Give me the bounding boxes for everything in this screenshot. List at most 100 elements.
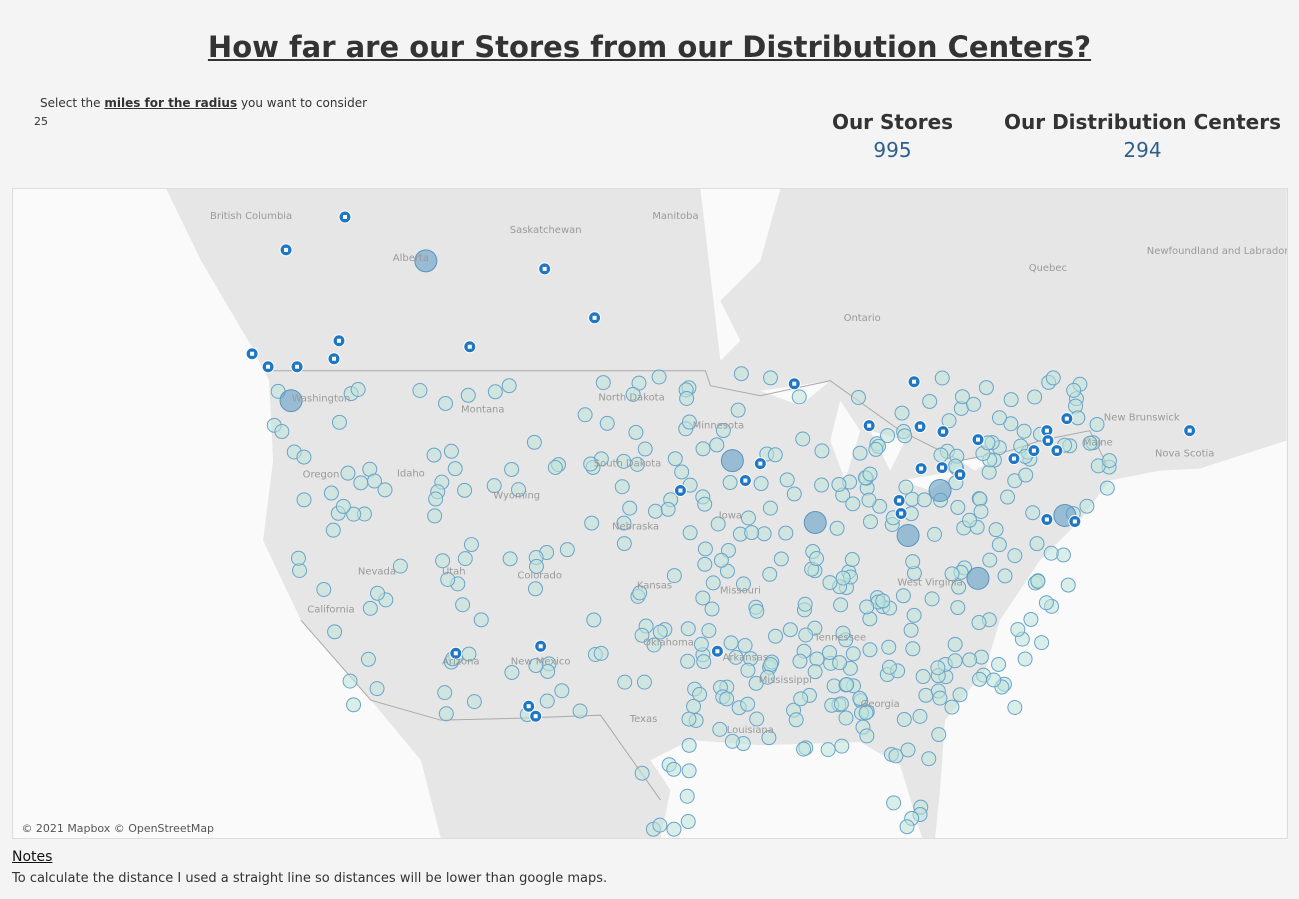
store-radius xyxy=(807,664,823,680)
store-radius xyxy=(782,622,798,638)
store-radius xyxy=(346,697,362,713)
store-radius xyxy=(905,641,921,657)
store-radius xyxy=(740,510,756,526)
store-radius xyxy=(962,652,978,668)
store-radius xyxy=(539,693,555,709)
store-radius xyxy=(833,696,849,712)
store-radius xyxy=(710,516,726,532)
store-radius xyxy=(1018,467,1034,483)
store-radius xyxy=(894,405,910,421)
store-radius xyxy=(316,581,332,597)
store-radius xyxy=(526,434,542,450)
store-radius xyxy=(952,687,968,703)
store-radius xyxy=(814,443,830,459)
region-label: Minnesota xyxy=(693,421,744,432)
region-label: Tennessee xyxy=(813,632,866,643)
dc-glyph xyxy=(533,714,538,719)
dc-glyph xyxy=(542,266,547,271)
store-radius xyxy=(1000,489,1016,505)
store-radius xyxy=(559,542,575,558)
store-radius xyxy=(845,646,861,662)
attribution: © 2021 Mapbox © OpenStreetMap xyxy=(21,822,214,835)
map[interactable]: British Columbia Alberta Saskatchewan Manit… xyxy=(12,188,1288,839)
store-radius xyxy=(455,597,471,613)
store-radius xyxy=(457,551,473,567)
store-radius xyxy=(599,415,615,431)
store-radius xyxy=(681,711,697,727)
store-radius xyxy=(1023,611,1039,627)
store-radius xyxy=(370,585,386,601)
store-radius xyxy=(447,461,463,477)
store-radius xyxy=(833,597,849,613)
store-radius xyxy=(831,476,847,492)
store-radius xyxy=(1034,635,1050,651)
store-cluster xyxy=(803,511,827,534)
parameter-value[interactable]: 25 xyxy=(34,115,48,128)
store-radius xyxy=(335,498,351,514)
dc-glyph xyxy=(940,465,945,470)
store-radius xyxy=(296,492,312,508)
store-radius xyxy=(991,537,1007,553)
store-radius xyxy=(651,369,667,385)
store-radius xyxy=(628,424,644,440)
store-radius xyxy=(924,591,940,607)
store-radius xyxy=(1099,480,1115,496)
store-radius xyxy=(667,451,683,467)
store-radius xyxy=(712,721,728,737)
store-radius xyxy=(487,384,503,400)
store-radius xyxy=(797,596,813,612)
store-radius xyxy=(786,486,802,502)
store-radius xyxy=(1101,453,1117,469)
region-label: Mississippi xyxy=(759,675,812,686)
store-radius xyxy=(881,639,897,655)
store-radius xyxy=(834,738,850,754)
store-radius xyxy=(460,387,476,403)
store-radius xyxy=(778,525,794,541)
store-radius xyxy=(896,711,912,727)
store-radius xyxy=(820,742,836,758)
store-radius xyxy=(749,711,765,727)
store-radius xyxy=(795,431,811,447)
store-radius xyxy=(934,370,950,386)
dc-glyph xyxy=(1011,456,1016,461)
dc-glyph xyxy=(1064,416,1069,421)
prompt-link[interactable]: miles for the radius xyxy=(104,96,238,110)
store-radius xyxy=(346,506,362,522)
region-label: Georgia xyxy=(861,699,900,710)
store-radius xyxy=(527,581,543,597)
region-label: Missouri xyxy=(720,585,761,596)
prompt-text: you want to consider xyxy=(240,96,368,110)
region-label: Utah xyxy=(442,566,466,577)
store-radius xyxy=(636,674,652,690)
store-radius xyxy=(528,558,544,574)
store-radius xyxy=(709,437,725,453)
store-radius xyxy=(1082,435,1098,451)
store-radius xyxy=(762,500,778,516)
store-radius xyxy=(350,382,366,397)
store-radius xyxy=(724,733,740,749)
store-radius xyxy=(859,599,875,615)
store-radius xyxy=(722,475,738,491)
store-radius xyxy=(1003,392,1019,408)
store-radius xyxy=(679,390,695,406)
store-radius xyxy=(660,501,676,517)
store-radius xyxy=(763,370,779,386)
store-radius xyxy=(674,464,690,480)
store-radius xyxy=(832,655,848,671)
store-radius xyxy=(932,690,948,706)
store-radius xyxy=(666,568,682,584)
distribution-centers xyxy=(245,210,1197,723)
region-label: New Mexico xyxy=(511,656,571,667)
store-radius xyxy=(728,649,744,665)
store-radius xyxy=(822,575,838,591)
store-radius xyxy=(1038,595,1054,611)
store-radius xyxy=(681,414,697,430)
store-radius xyxy=(950,499,966,515)
dc-glyph xyxy=(592,315,597,320)
store-radius xyxy=(392,558,408,574)
store-radius xyxy=(898,479,914,495)
store-radius xyxy=(1027,389,1043,405)
parameter-prompt: Select the miles for the radius you want… xyxy=(40,96,367,110)
store-radius xyxy=(875,593,891,609)
store-radius xyxy=(809,551,825,567)
